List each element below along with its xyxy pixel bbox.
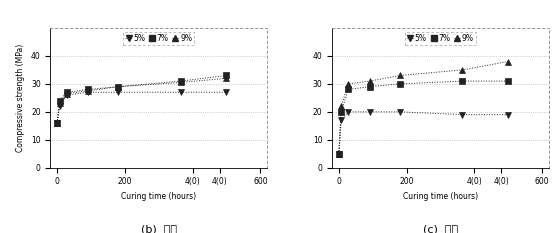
Y-axis label: Compressive strength (MPa): Compressive strength (MPa): [16, 44, 25, 152]
X-axis label: Curing time (hours): Curing time (hours): [121, 192, 197, 201]
Legend: 5%, 7%, 9%: 5%, 7%, 9%: [405, 32, 476, 45]
Text: (c)  붕산: (c) 붕산: [423, 224, 458, 233]
Legend: 5%, 7%, 9%: 5%, 7%, 9%: [123, 32, 194, 45]
Text: (b)  붕사: (b) 붕사: [141, 224, 177, 233]
X-axis label: Curing time (hours): Curing time (hours): [403, 192, 478, 201]
